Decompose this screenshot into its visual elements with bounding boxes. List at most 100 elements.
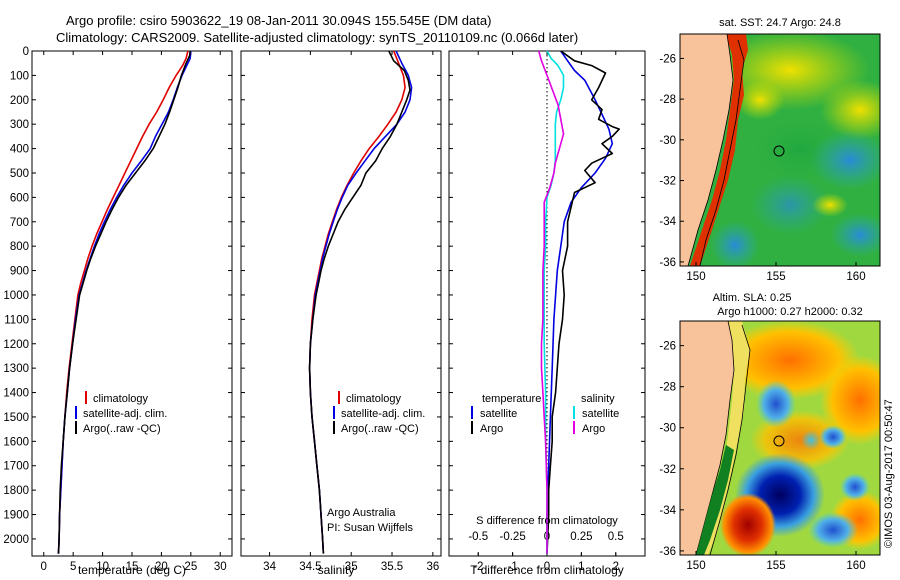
- sst-contour: [699, 39, 745, 266]
- sst-coast-warm-strip: [690, 34, 748, 266]
- depth-tick-label: 1500: [3, 412, 29, 424]
- sla-map-frame: [679, 320, 881, 556]
- sst-map-field: [680, 34, 880, 266]
- depth-tick-label: 300: [10, 119, 29, 131]
- sla-shelf-strip: [696, 445, 734, 555]
- depth-tick-label: 1800: [3, 485, 29, 497]
- legend-label-argo: Argo(..raw -QC): [341, 423, 419, 435]
- x-tick-label: 5: [70, 561, 76, 573]
- sal-x-tick-label: 0.25: [570, 531, 592, 543]
- copyright-label: ©IMOS 03-Aug-2017 00:50:47: [883, 399, 895, 548]
- series-line-argo: [546, 51, 621, 554]
- map-y-tick-label: -32: [659, 176, 676, 188]
- x-tick-label: 1: [578, 561, 584, 573]
- difference-y-ticks: [449, 50, 645, 540]
- depth-tick-label: 200: [10, 95, 29, 107]
- depth-tick-label: 1400: [3, 388, 29, 400]
- map-y-tick-label: -36: [659, 546, 676, 558]
- x-tick-label: 15: [126, 561, 139, 573]
- difference-legend: temperature salinity satellite Argo sate…: [471, 393, 619, 435]
- temperature-x-axis: 0 5 10 15 20 25 30: [41, 51, 227, 573]
- depth-tick-label: 900: [10, 266, 29, 278]
- map-x-tick-label: 160: [846, 560, 865, 572]
- difference-x-axis: -2 -1 0 1 2-0.5 -0.25 0 0.25 0.5: [468, 51, 624, 573]
- sla-map: Altim. SLA: 0.25 Argo h1000: 0.27 h2000:…: [659, 292, 881, 572]
- figure-title-line2: Climatology: CARS2009. Satellite-adjuste…: [56, 30, 578, 45]
- series-line-argo: [308, 51, 411, 554]
- depth-tick-label: 700: [10, 217, 29, 229]
- x-tick-label: -1: [507, 561, 517, 573]
- legend-label-argo: Argo(..raw -QC): [83, 423, 161, 435]
- salinity-y-ticks: [241, 50, 441, 540]
- sla-map-field: [680, 321, 880, 555]
- sla-map-axes: 150 155 160 -26 -28 -30 -32 -34 -36: [659, 341, 865, 572]
- map-y-tick-label: -30: [659, 135, 676, 147]
- map-y-tick-label: -34: [659, 505, 676, 517]
- depth-tick-label: 800: [10, 241, 29, 253]
- map-y-tick-label: -26: [659, 341, 676, 353]
- x-tick-label: 20: [155, 561, 168, 573]
- depth-tick-label: 600: [10, 192, 29, 204]
- legend-sal-header: salinity: [581, 393, 615, 405]
- depth-tick-label: 400: [10, 144, 29, 156]
- sla-map-title-line1: Altim. SLA: 0.25: [713, 292, 792, 304]
- x-tick-label: 35: [345, 561, 358, 573]
- series-line-argo: [57, 51, 191, 554]
- legend-label-satellite: satellite-adj. clim.: [83, 408, 167, 420]
- legend-label-sal-satellite: satellite: [582, 408, 619, 420]
- temperature-lines: [57, 51, 192, 554]
- x-tick-label: 34: [263, 561, 276, 573]
- map-x-tick-label: 150: [686, 271, 705, 283]
- depth-tick-label: 100: [10, 70, 29, 82]
- legend-label-sal-argo: Argo: [582, 423, 605, 435]
- map-y-tick-label: -34: [659, 216, 676, 228]
- depth-tick-label: 1600: [3, 436, 29, 448]
- sst-map-title: sat. SST: 24.7 Argo: 24.8: [719, 17, 841, 29]
- map-x-tick-label: 155: [766, 560, 785, 572]
- difference-xlabel-top: S difference from climatology: [476, 515, 618, 527]
- sst-map-axes: 150 155 160 -26 -28 -30 -32 -34 -36: [659, 53, 865, 283]
- x-tick-label: 10: [96, 561, 109, 573]
- salinity-x-axis: 34 34.5 35 35.5 36: [263, 51, 439, 573]
- salinity-panel: 34 34.5 35 35.5 36 salinity climatology sate…: [240, 50, 442, 577]
- x-tick-label: 25: [184, 561, 197, 573]
- sst-map-frame: [679, 33, 881, 267]
- map-x-tick-label: 160: [846, 271, 865, 283]
- float-position-marker: [773, 145, 785, 157]
- depth-tick-label: 1700: [3, 461, 29, 473]
- legend-label-temp-argo: Argo: [480, 423, 503, 435]
- sla-land: [680, 321, 735, 555]
- difference-panel: -2 -1 0 1 2-0.5 -0.25 0 0.25 0.5 S difference fr…: [448, 50, 646, 577]
- sal-x-tick-label: 0.5: [608, 531, 624, 543]
- salinity-xlabel: salinity: [318, 563, 355, 577]
- figure-title-line1: Argo profile: csiro 5903622_19 08-Jan-20…: [66, 13, 491, 28]
- map-y-tick-label: -28: [659, 94, 676, 106]
- legend-label-climatology: climatology: [346, 393, 402, 405]
- sla-coast-strip: [700, 321, 750, 555]
- legend-label-satellite: satellite-adj. clim.: [341, 408, 425, 420]
- depth-tick-label: 1300: [3, 363, 29, 375]
- float-position-marker: [773, 435, 785, 447]
- depth-tick-label: 1200: [3, 339, 29, 351]
- sal-x-tick-label: -0.5: [468, 531, 488, 543]
- depth-tick-label: 1000: [3, 290, 29, 302]
- depth-axis: 0 100 200 300 400 500 600 700 800 900 1000 1100 1200…: [3, 46, 232, 546]
- depth-tick-label: 500: [10, 168, 29, 180]
- legend-temp-header: temperature: [482, 393, 541, 405]
- x-tick-label: 35.5: [381, 561, 403, 573]
- difference-lines: [537, 51, 621, 556]
- temperature-legend: climatology satellite-adj. clim. Argo(..…: [75, 391, 167, 435]
- credit-line1: Argo Australia: [327, 507, 396, 519]
- depth-tick-label: 0: [23, 46, 29, 58]
- series-line-satellite: [546, 51, 614, 554]
- x-tick-label: -2: [473, 561, 483, 573]
- x-tick-label: 0: [544, 561, 550, 573]
- depth-tick-label: 1100: [4, 314, 29, 326]
- map-y-tick-label: -28: [659, 382, 676, 394]
- depth-tick-label: 1900: [3, 510, 29, 522]
- sla-map-title-line2: Argo h1000: 0.27 h2000: 0.32: [717, 306, 863, 318]
- map-y-tick-label: -32: [659, 464, 676, 476]
- salinity-lines: [308, 51, 413, 554]
- depth-tick-label: 2000: [3, 534, 29, 546]
- credit-line2: PI: Susan Wijffels: [327, 522, 413, 534]
